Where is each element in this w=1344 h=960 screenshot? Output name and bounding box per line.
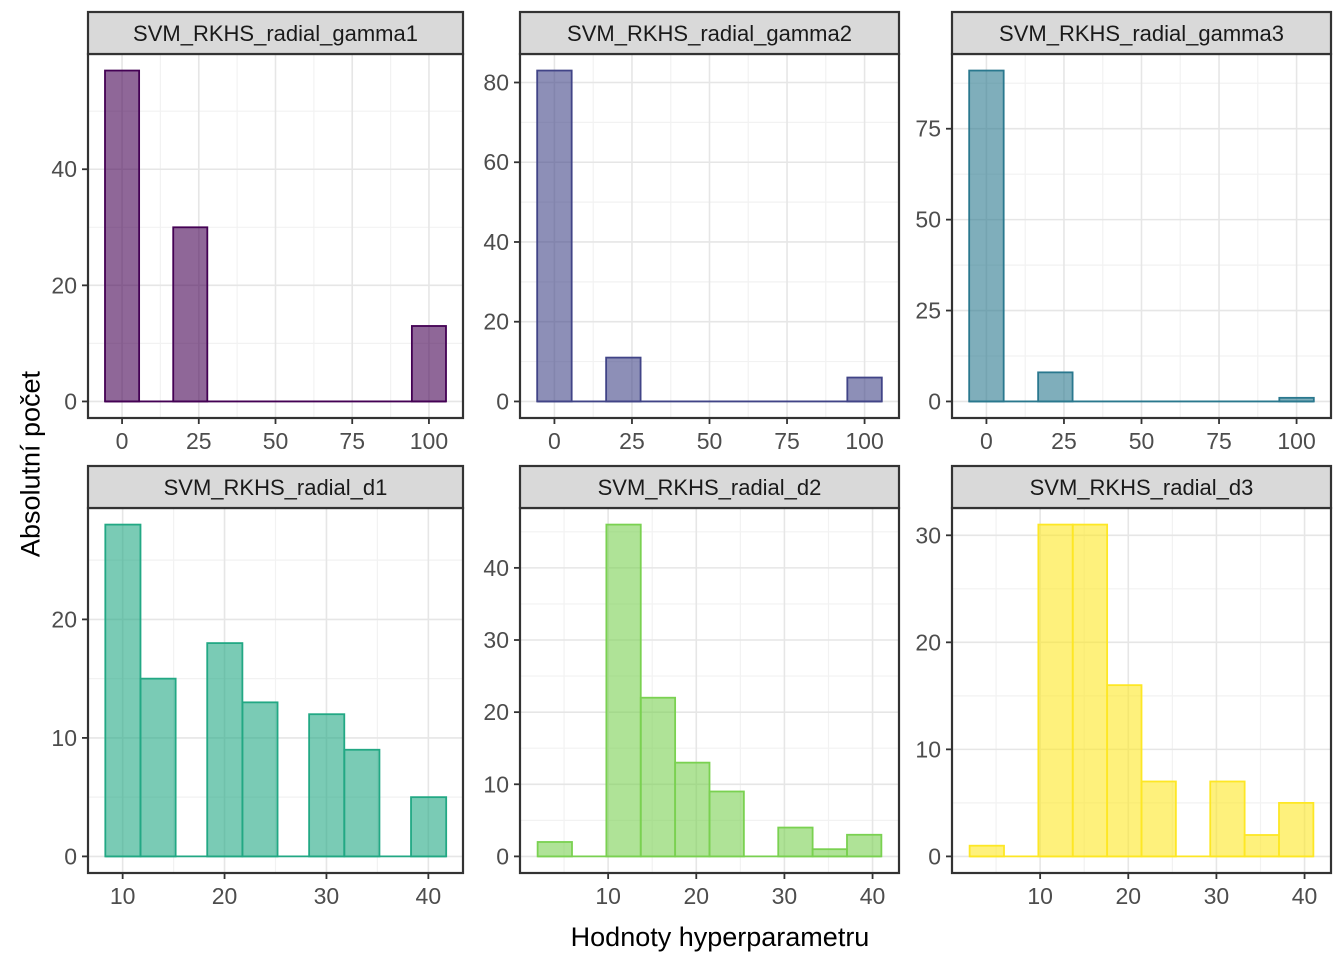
histogram-bar xyxy=(846,833,883,858)
histogram-bar xyxy=(1243,834,1280,858)
histogram-bar xyxy=(241,701,279,858)
x-tick-label: 50 xyxy=(263,428,289,454)
histogram-bar xyxy=(536,841,573,858)
facet-strip xyxy=(950,10,1333,56)
histogram-bar xyxy=(605,356,642,403)
histogram-bar xyxy=(777,826,814,858)
y-tick-label: 10 xyxy=(483,771,509,797)
y-tick-label: 0 xyxy=(496,388,509,414)
y-tick-label: 40 xyxy=(51,156,77,182)
y-tick-label: 30 xyxy=(483,627,509,653)
y-tick-label: 20 xyxy=(483,309,509,335)
x-tick-label: 20 xyxy=(212,883,238,909)
histogram-bar xyxy=(104,69,141,403)
x-tick-label: 100 xyxy=(845,428,883,454)
y-tick-label: 25 xyxy=(915,298,941,324)
histogram-bar xyxy=(968,69,1005,403)
x-tick-label: 25 xyxy=(1051,428,1077,454)
histogram-bar xyxy=(1106,684,1143,858)
histogram-bar xyxy=(172,226,209,403)
histogram-bar xyxy=(1140,780,1177,858)
y-tick-label: 10 xyxy=(915,736,941,762)
x-tick-label: 10 xyxy=(1027,883,1053,909)
y-tick-label: 50 xyxy=(915,207,941,233)
histogram-bar xyxy=(1209,780,1246,858)
facet-strip xyxy=(518,10,901,56)
y-tick-label: 0 xyxy=(928,843,941,869)
facet-title: SVM_RKHS_radial_d3 xyxy=(1030,475,1254,500)
histogram-bar xyxy=(536,69,573,403)
histogram-bar xyxy=(674,761,711,858)
x-tick-label: 30 xyxy=(314,883,340,909)
y-tick-label: 20 xyxy=(51,272,77,298)
x-tick-label: 20 xyxy=(683,883,709,909)
histogram-bar xyxy=(968,844,1005,858)
facet-title: SVM_RKHS_radial_gamma1 xyxy=(133,21,418,46)
x-tick-label: 0 xyxy=(116,428,129,454)
histogram-bar xyxy=(206,642,244,858)
y-tick-label: 40 xyxy=(483,555,509,581)
x-tick-label: 100 xyxy=(1277,428,1315,454)
histogram-bar xyxy=(811,848,848,858)
y-tick-label: 20 xyxy=(51,606,77,632)
y-tick-label: 75 xyxy=(915,116,941,142)
histogram-bar xyxy=(846,376,883,403)
histogram-bar xyxy=(104,523,142,858)
x-tick-label: 40 xyxy=(860,883,886,909)
x-axis-title: Hodnoty hyperparametru xyxy=(570,922,870,952)
histogram-bar xyxy=(1278,396,1315,403)
y-tick-label: 0 xyxy=(64,843,77,869)
histogram-bar xyxy=(343,748,381,858)
x-tick-label: 25 xyxy=(186,428,212,454)
histogram-bar xyxy=(605,523,642,858)
histogram-bar xyxy=(308,713,346,858)
facet-strip xyxy=(86,10,465,56)
facet-title: SVM_RKHS_radial_gamma2 xyxy=(567,21,852,46)
facet-strip xyxy=(86,464,465,510)
histogram-bar xyxy=(410,796,448,858)
histogram-bar xyxy=(1071,523,1109,858)
y-tick-label: 0 xyxy=(928,388,941,414)
y-tick-label: 20 xyxy=(483,699,509,725)
x-tick-label: 20 xyxy=(1115,883,1141,909)
x-tick-label: 100 xyxy=(410,428,448,454)
histogram-bar xyxy=(1037,371,1074,403)
y-tick-label: 10 xyxy=(51,725,77,751)
y-axis-title: Absolutní počet xyxy=(15,370,46,558)
x-tick-label: 30 xyxy=(772,883,798,909)
histogram-bar xyxy=(1037,523,1074,858)
histogram-bar xyxy=(410,325,447,403)
x-tick-label: 50 xyxy=(697,428,723,454)
y-tick-label: 60 xyxy=(483,149,509,175)
facet-strip xyxy=(518,464,901,510)
facet-title: SVM_RKHS_radial_d1 xyxy=(164,475,388,500)
x-tick-label: 25 xyxy=(619,428,645,454)
x-tick-label: 40 xyxy=(416,883,442,909)
x-tick-label: 40 xyxy=(1292,883,1318,909)
x-tick-label: 75 xyxy=(1206,428,1232,454)
y-tick-label: 20 xyxy=(915,629,941,655)
y-tick-label: 80 xyxy=(483,70,509,96)
histogram-bar xyxy=(139,677,177,858)
x-tick-label: 10 xyxy=(110,883,136,909)
x-tick-label: 30 xyxy=(1204,883,1230,909)
x-tick-label: 75 xyxy=(774,428,800,454)
x-tick-label: 0 xyxy=(980,428,993,454)
histogram-bar xyxy=(708,790,745,858)
x-tick-label: 75 xyxy=(339,428,365,454)
x-tick-label: 0 xyxy=(548,428,561,454)
histogram-bar xyxy=(639,696,677,858)
y-tick-label: 40 xyxy=(483,229,509,255)
facet-title: SVM_RKHS_radial_d2 xyxy=(598,475,822,500)
facet-strip xyxy=(950,464,1333,510)
x-tick-label: 50 xyxy=(1129,428,1155,454)
y-tick-label: 0 xyxy=(64,388,77,414)
y-tick-label: 30 xyxy=(915,522,941,548)
y-tick-label: 0 xyxy=(496,843,509,869)
histogram-bar xyxy=(1278,801,1315,858)
x-tick-label: 10 xyxy=(595,883,621,909)
facet-title: SVM_RKHS_radial_gamma3 xyxy=(999,21,1284,46)
